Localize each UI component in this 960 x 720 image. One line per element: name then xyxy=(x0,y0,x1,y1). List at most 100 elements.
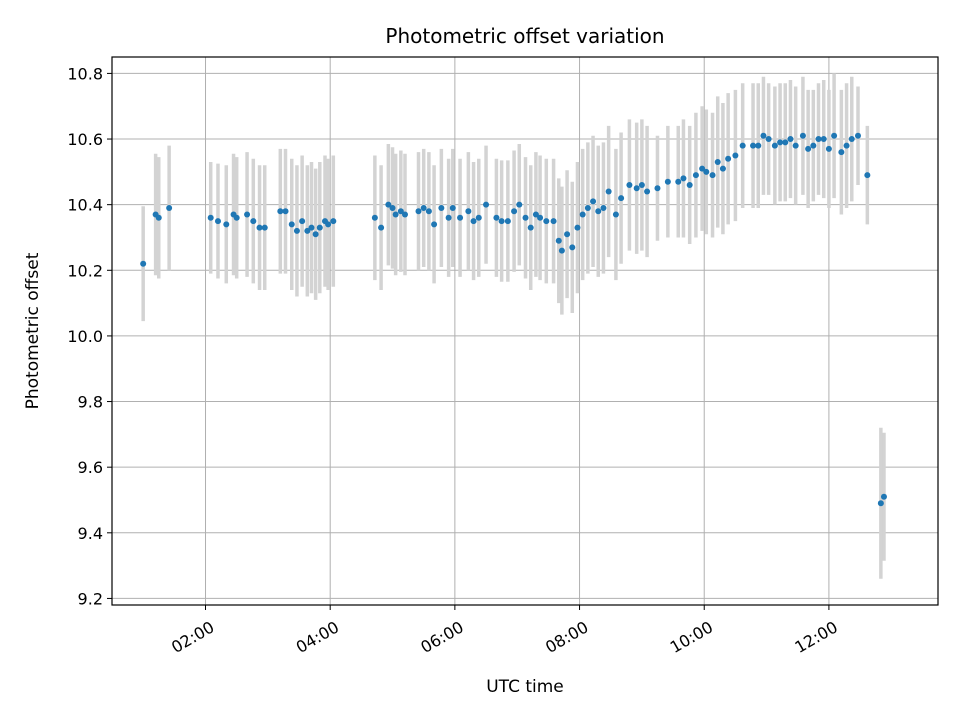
data-point xyxy=(207,214,214,221)
data-point xyxy=(155,214,162,221)
data-point xyxy=(282,208,289,215)
data-point xyxy=(397,208,404,215)
data-point xyxy=(465,208,472,215)
data-point xyxy=(550,218,557,225)
y-tick-label: 10.0 xyxy=(67,327,103,346)
data-point xyxy=(522,214,529,221)
data-point xyxy=(532,211,539,218)
x-axis-title: UTC time xyxy=(486,677,564,697)
y-tick-label: 9.2 xyxy=(78,589,103,608)
data-point xyxy=(644,188,651,195)
data-point xyxy=(312,231,319,238)
data-point xyxy=(256,224,263,231)
data-point xyxy=(843,142,850,149)
data-point xyxy=(680,175,687,182)
data-point xyxy=(250,218,257,225)
data-point xyxy=(420,204,427,211)
data-point xyxy=(584,204,591,211)
data-point xyxy=(214,218,221,225)
data-point xyxy=(750,142,757,149)
data-point xyxy=(725,155,732,162)
data-point xyxy=(799,132,806,139)
data-point xyxy=(815,136,822,143)
data-point xyxy=(848,136,855,143)
data-point xyxy=(838,149,845,156)
data-point xyxy=(470,218,477,225)
data-point xyxy=(686,181,693,188)
data-point xyxy=(316,224,323,231)
data-point xyxy=(777,139,784,146)
data-point xyxy=(438,204,445,211)
data-point xyxy=(445,214,452,221)
data-point xyxy=(880,493,887,500)
data-point xyxy=(600,204,607,211)
data-point xyxy=(378,224,385,231)
data-point xyxy=(415,208,422,215)
data-point xyxy=(392,211,399,218)
data-point xyxy=(579,211,586,218)
data-point xyxy=(864,172,871,179)
data-point xyxy=(877,500,884,507)
data-point xyxy=(820,136,827,143)
y-tick-label: 10.4 xyxy=(67,196,103,215)
data-point xyxy=(714,159,721,166)
data-point xyxy=(792,142,799,149)
data-point xyxy=(371,214,378,221)
data-point xyxy=(633,185,640,192)
data-point xyxy=(782,139,789,146)
data-point xyxy=(389,204,396,211)
y-tick-label: 10.8 xyxy=(67,64,103,83)
data-point xyxy=(709,172,716,179)
data-point xyxy=(304,227,311,234)
data-point xyxy=(516,201,523,208)
data-point xyxy=(511,208,518,215)
data-point xyxy=(293,227,300,234)
data-point xyxy=(504,218,511,225)
data-point xyxy=(618,195,625,202)
data-point xyxy=(385,201,392,208)
data-point xyxy=(558,247,565,254)
data-point xyxy=(223,221,230,228)
data-point xyxy=(244,211,251,218)
data-point xyxy=(760,132,767,139)
data-point xyxy=(457,214,464,221)
data-point xyxy=(825,145,832,152)
data-point xyxy=(626,181,633,188)
data-point xyxy=(787,136,794,143)
y-tick-label: 10.6 xyxy=(67,130,103,149)
data-point xyxy=(431,221,438,228)
data-point xyxy=(692,172,699,179)
data-point xyxy=(401,211,408,218)
data-point xyxy=(771,142,778,149)
data-point xyxy=(233,214,240,221)
y-tick-label: 10.2 xyxy=(67,261,103,280)
data-point xyxy=(537,214,544,221)
data-point xyxy=(605,188,612,195)
data-points xyxy=(140,132,887,507)
data-point xyxy=(805,145,812,152)
data-point xyxy=(449,204,456,211)
data-point xyxy=(574,224,581,231)
data-point xyxy=(612,211,619,218)
data-point xyxy=(493,214,500,221)
data-point xyxy=(638,181,645,188)
data-point xyxy=(675,178,682,185)
data-point xyxy=(719,165,726,172)
data-point xyxy=(288,221,295,228)
data-point xyxy=(140,260,147,267)
data-point xyxy=(277,208,284,215)
data-point xyxy=(483,201,490,208)
chart-title: Photometric offset variation xyxy=(385,24,664,48)
data-point xyxy=(330,218,337,225)
data-point xyxy=(654,185,661,192)
data-point xyxy=(425,208,432,215)
data-point xyxy=(595,208,602,215)
data-point xyxy=(739,142,746,149)
data-point xyxy=(564,231,571,238)
data-point xyxy=(699,165,706,172)
data-point xyxy=(555,237,562,244)
plot-frame xyxy=(111,56,939,606)
data-point xyxy=(543,218,550,225)
